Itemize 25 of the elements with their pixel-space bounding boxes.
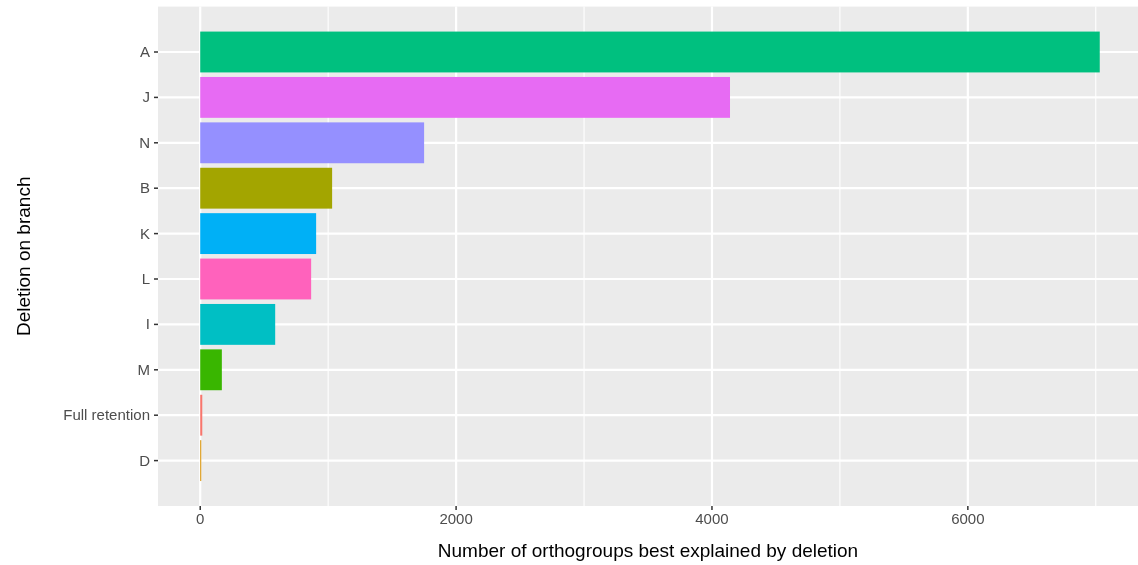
bar — [200, 349, 222, 391]
y-tick-label: A — [139, 43, 150, 60]
bar — [200, 394, 203, 436]
y-tick-label: Full retention — [63, 406, 150, 424]
bar — [200, 167, 333, 209]
y-tick-label: B — [139, 179, 150, 197]
x-tick-label: 6000 — [951, 510, 985, 527]
x-tick-label: 0 — [196, 510, 205, 527]
bar — [200, 31, 1100, 73]
bar — [200, 76, 731, 118]
bar — [200, 303, 276, 345]
y-tick-label: J — [142, 88, 150, 106]
y-tick-label: D — [139, 451, 151, 469]
bar — [200, 258, 312, 300]
y-tick-label: L — [141, 270, 150, 287]
y-tick-label: M — [137, 360, 150, 378]
x-axis-title: Number of orthogroups best explained by deletion — [437, 540, 859, 561]
y-tick-label: I — [145, 315, 150, 333]
bar — [200, 122, 425, 164]
y-axis-title: Deletion on branch — [13, 176, 34, 337]
bar — [200, 213, 317, 255]
y-tick-label: N — [139, 133, 150, 151]
y-tick-label: K — [139, 224, 150, 242]
x-tick-label: 4000 — [695, 510, 729, 527]
x-tick-label: 2000 — [439, 510, 473, 527]
